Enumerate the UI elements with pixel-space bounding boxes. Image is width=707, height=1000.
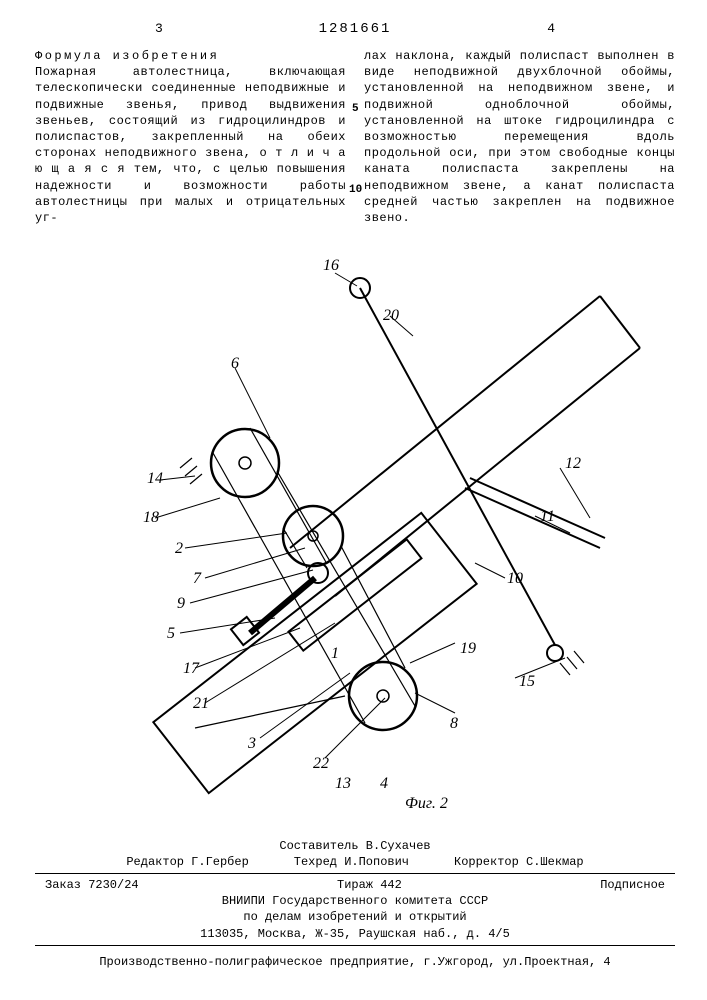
subscription: Подписное (600, 877, 665, 893)
claim-title: Формула изобретения (35, 49, 219, 63)
right-column: лах наклона, каждый полиспаст выполнен в… (364, 48, 675, 226)
label-9: 9 (177, 595, 185, 612)
label-19: 19 (460, 640, 476, 657)
order-number: Заказ 7230/24 (45, 877, 139, 893)
claim-columns: Формула изобретения Пожарная автолестниц… (35, 48, 675, 226)
compiler: Составитель В.Сухачев (35, 838, 675, 854)
claim-left-text: Пожарная автолестница, включающая телеск… (35, 64, 346, 226)
label-11: 11 (540, 508, 555, 525)
patent-number: 1281661 (319, 20, 392, 39)
claim-right-text: лах наклона, каждый полиспаст выполнен в… (364, 48, 675, 226)
col-num-right: 4 (547, 20, 555, 38)
label-21: 21 (193, 695, 209, 712)
figure-caption: Фиг. 2 (405, 795, 448, 812)
label-7: 7 (193, 570, 202, 587)
label-4: 4 (380, 775, 388, 792)
label-1: 1 (331, 645, 339, 662)
printer-line: Производственно-полиграфическое предприя… (35, 954, 675, 970)
corrector: Корректор С.Шекмар (454, 854, 584, 870)
label-16: 16 (323, 257, 339, 274)
label-6: 6 (231, 355, 239, 372)
editor: Редактор Г.Гербер (126, 854, 248, 870)
page-header: 3 1281661 4 (35, 20, 675, 44)
col-num-left: 3 (155, 20, 163, 38)
label-18: 18 (143, 509, 159, 526)
tech-editor: Техред И.Попович (294, 854, 409, 870)
label-10: 10 (507, 570, 523, 587)
label-14: 14 (147, 470, 163, 487)
label-8: 8 (450, 715, 458, 732)
label-3: 3 (247, 735, 256, 752)
label-13: 13 (335, 775, 351, 792)
label-17: 17 (183, 660, 200, 677)
label-20: 20 (383, 307, 399, 324)
label-12: 12 (565, 455, 581, 472)
organization-address: ВНИИПИ Государственного комитета СССР по… (35, 893, 675, 942)
circulation: Тираж 442 (337, 877, 402, 893)
line-number: 10 (349, 183, 362, 198)
footer: Составитель В.Сухачев Редактор Г.Гербер … (35, 838, 675, 970)
label-2: 2 (175, 540, 183, 557)
label-5: 5 (167, 625, 175, 642)
line-number: 5 (352, 102, 359, 117)
label-22: 22 (313, 755, 329, 772)
label-15: 15 (519, 673, 535, 690)
left-column: Формула изобретения Пожарная автолестниц… (35, 48, 346, 226)
figure-2: 16 20 6 14 18 2 7 9 5 17 21 3 22 13 4 8 … (35, 228, 675, 828)
